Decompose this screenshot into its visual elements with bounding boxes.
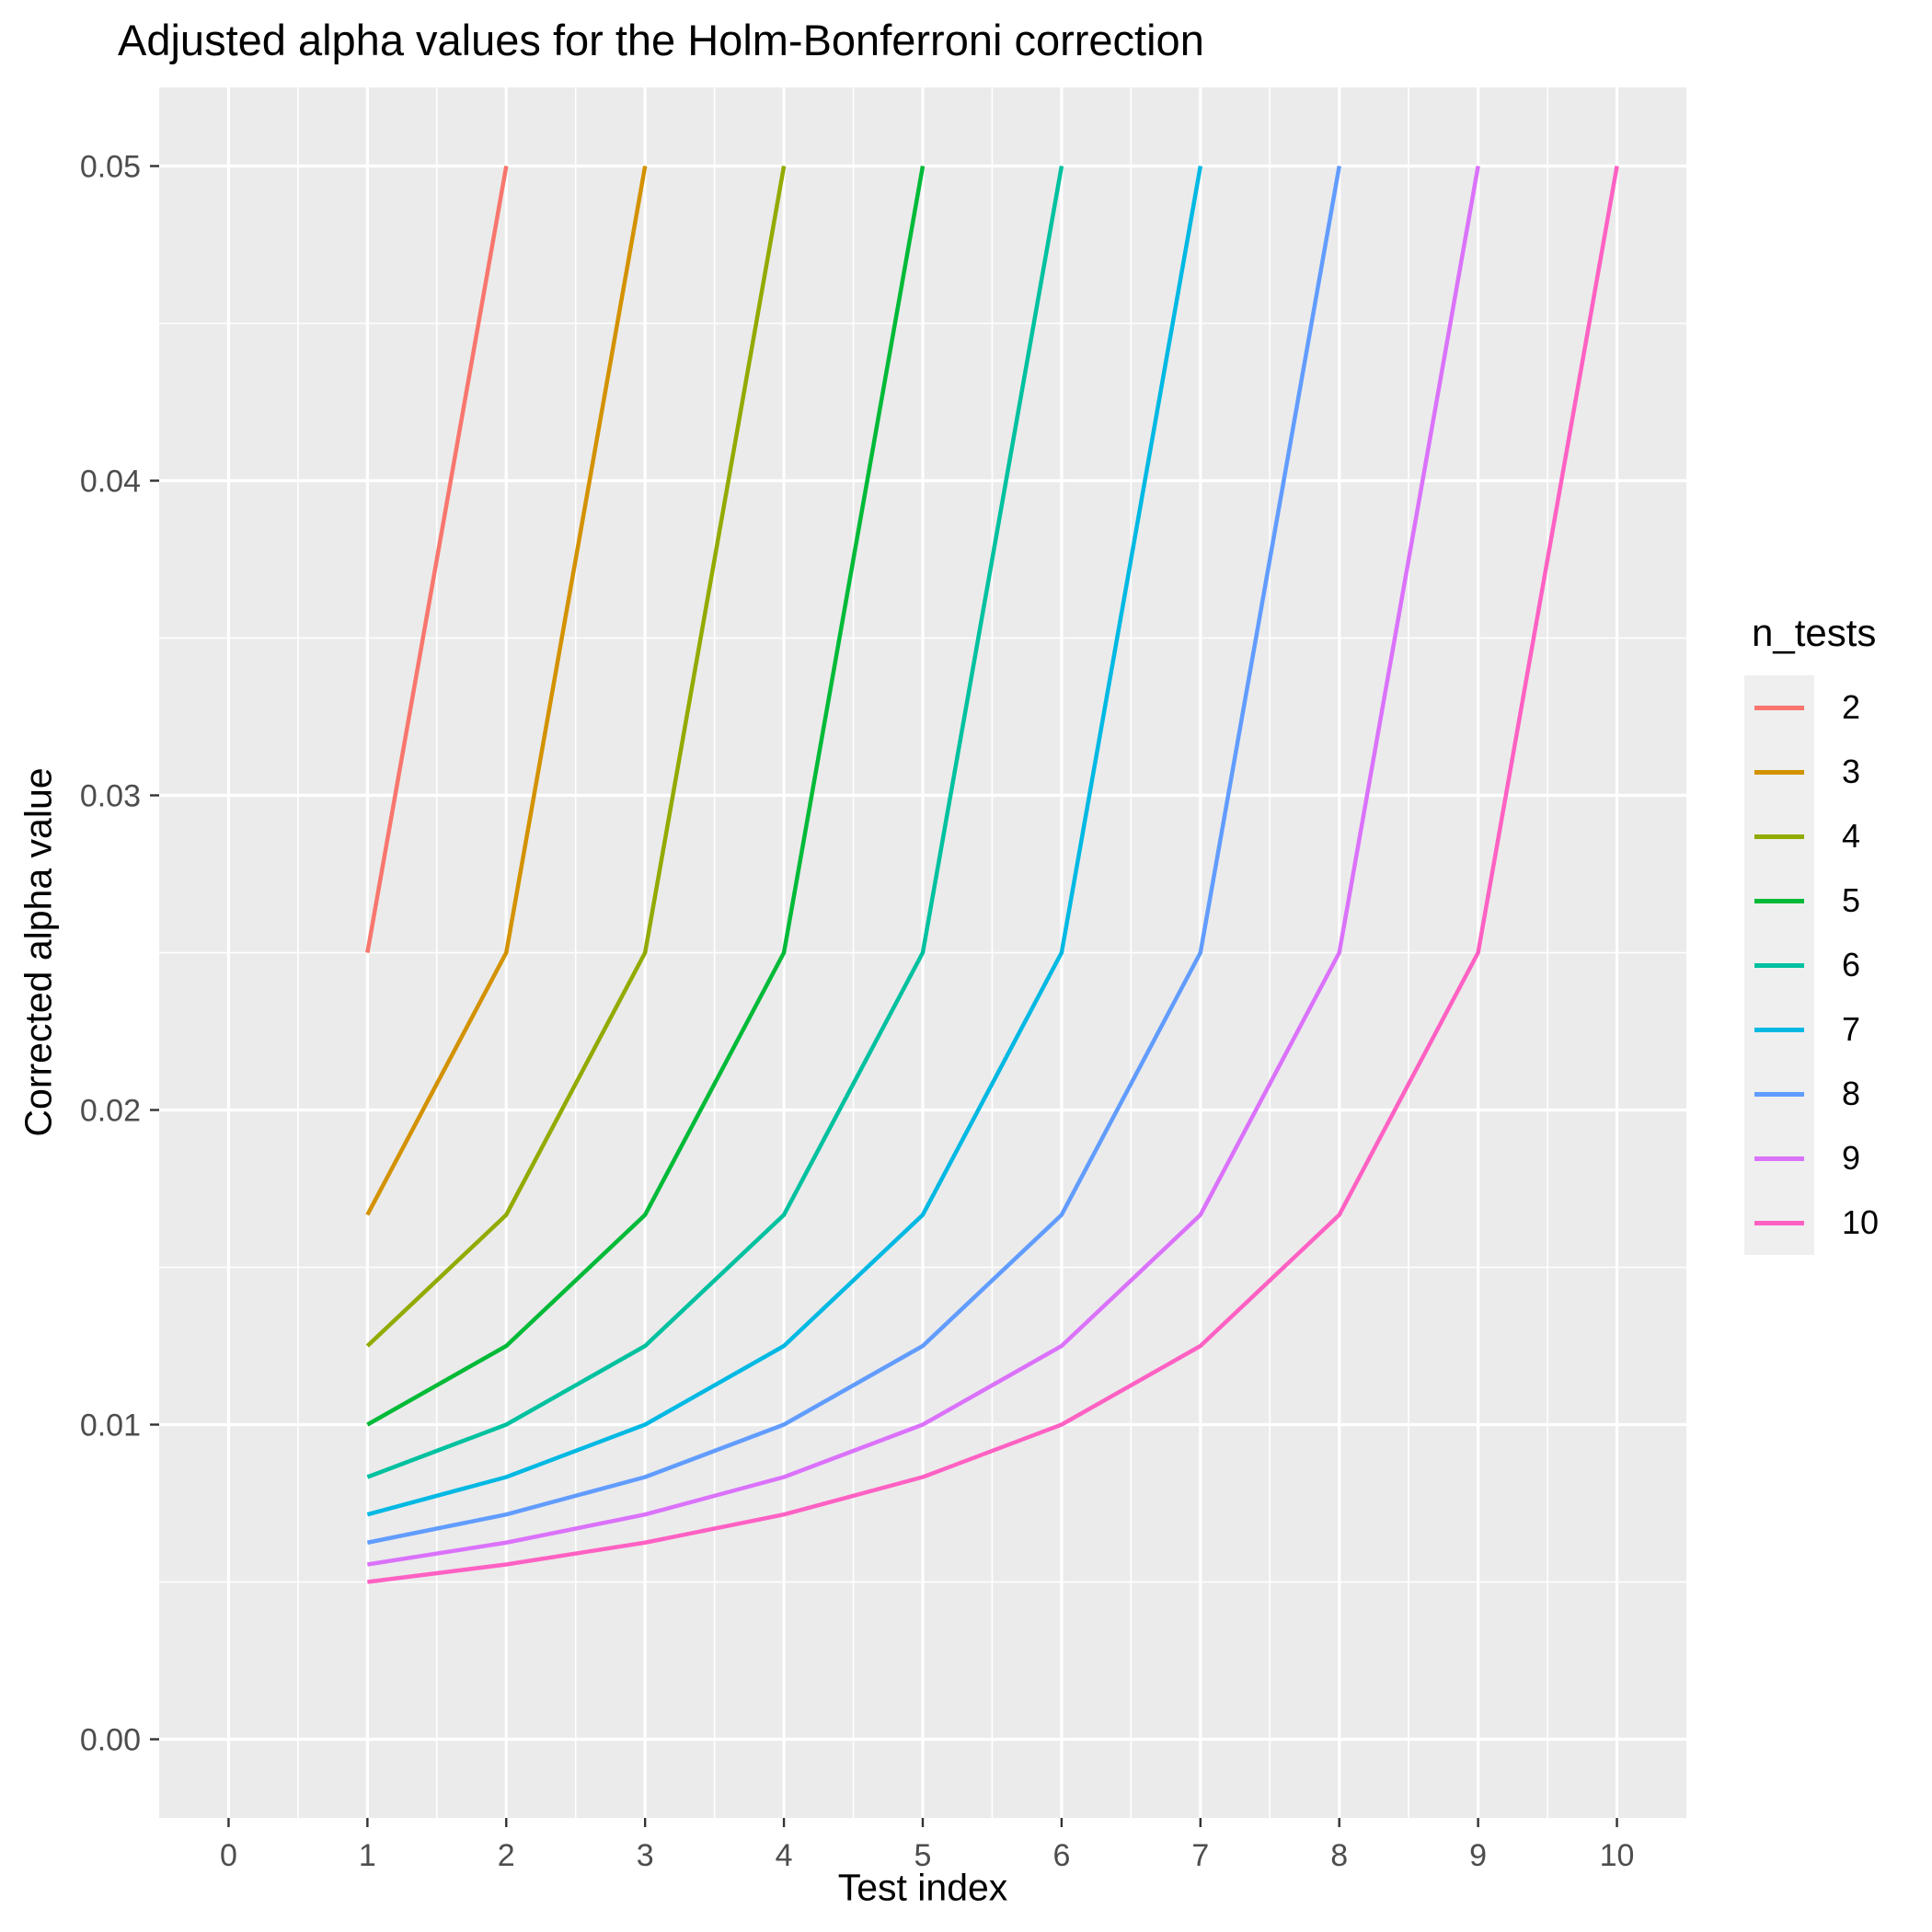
legend-item-5: 5 bbox=[1744, 868, 1879, 933]
series-line-6 bbox=[366, 166, 1064, 1479]
legend-label: 2 bbox=[1842, 688, 1861, 726]
x-tick-label: 4 bbox=[776, 1838, 793, 1873]
legend-swatch-line-icon bbox=[1754, 769, 1804, 775]
legend-label: 8 bbox=[1842, 1075, 1861, 1112]
series-line-5 bbox=[366, 166, 926, 1427]
x-axis-title: Test index bbox=[837, 1866, 1008, 1909]
series-line-2 bbox=[365, 166, 509, 953]
series-line-4 bbox=[365, 166, 787, 1348]
x-tick-label: 9 bbox=[1469, 1838, 1487, 1873]
series-line-8 bbox=[366, 166, 1341, 1545]
legend-key bbox=[1744, 997, 1814, 1062]
legend-item-9: 9 bbox=[1744, 1126, 1879, 1190]
legend-item-4: 4 bbox=[1744, 804, 1879, 868]
legend-label: 3 bbox=[1842, 753, 1861, 790]
legend-label: 4 bbox=[1842, 817, 1861, 855]
legend-key bbox=[1744, 804, 1814, 868]
x-tick-label: 6 bbox=[1052, 1838, 1070, 1873]
legend-swatch-line-icon bbox=[1754, 962, 1804, 968]
legend-key bbox=[1744, 933, 1814, 997]
plot-title: Adjusted alpha values for the Holm-Bonfe… bbox=[118, 16, 1204, 64]
legend-item-3: 3 bbox=[1744, 740, 1879, 804]
y-tick-label: 0.00 bbox=[80, 1723, 141, 1758]
legend-label: 7 bbox=[1842, 1010, 1861, 1048]
y-axis-title: Corrected alpha value bbox=[17, 767, 60, 1137]
legend-key bbox=[1744, 1190, 1814, 1255]
x-tick-label: 8 bbox=[1330, 1838, 1348, 1873]
y-tick-label: 0.03 bbox=[80, 779, 141, 814]
x-tick-label: 5 bbox=[914, 1838, 932, 1873]
legend-title: n_tests bbox=[1752, 611, 1877, 654]
series-line-10 bbox=[367, 166, 1619, 1584]
y-tick-label: 0.01 bbox=[80, 1409, 141, 1443]
x-tick-label: 3 bbox=[637, 1838, 654, 1873]
y-tick-label: 0.04 bbox=[80, 465, 141, 500]
legend-item-2: 2 bbox=[1744, 675, 1879, 740]
legend-items: 2 3 4 5 6 7 8 9 10 bbox=[1744, 675, 1879, 1255]
legend-swatch-line-icon bbox=[1754, 1220, 1804, 1225]
legend-key bbox=[1744, 1062, 1814, 1126]
legend-swatch-line-icon bbox=[1754, 1027, 1804, 1032]
y-tick-label: 0.05 bbox=[80, 150, 141, 185]
legend-swatch-line-icon bbox=[1754, 898, 1804, 903]
legend: n_tests 2 3 4 5 6 7 8 9 10 bbox=[1744, 611, 1879, 1255]
x-tick-label: 0 bbox=[220, 1838, 237, 1873]
legend-swatch-line-icon bbox=[1754, 1091, 1804, 1097]
legend-swatch-line-icon bbox=[1754, 834, 1804, 839]
x-tick-label: 1 bbox=[359, 1838, 376, 1873]
legend-swatch-line-icon bbox=[1754, 1156, 1804, 1161]
legend-key bbox=[1744, 740, 1814, 804]
legend-label: 9 bbox=[1842, 1139, 1861, 1177]
legend-label: 10 bbox=[1842, 1203, 1880, 1241]
legend-item-10: 10 bbox=[1744, 1190, 1879, 1255]
legend-key bbox=[1744, 1126, 1814, 1190]
legend-item-8: 8 bbox=[1744, 1062, 1879, 1126]
legend-key bbox=[1744, 868, 1814, 933]
series-line-7 bbox=[366, 166, 1203, 1517]
legend-item-6: 6 bbox=[1744, 933, 1879, 997]
series-line-3 bbox=[365, 166, 648, 1216]
legend-key bbox=[1744, 675, 1814, 740]
legend-label: 6 bbox=[1842, 946, 1861, 983]
legend-swatch-line-icon bbox=[1754, 705, 1804, 710]
legend-label: 5 bbox=[1842, 881, 1861, 919]
x-tick-label: 7 bbox=[1191, 1838, 1209, 1873]
x-tick-label: 10 bbox=[1600, 1838, 1635, 1873]
y-tick-label: 0.02 bbox=[80, 1094, 141, 1129]
x-tick-label: 2 bbox=[498, 1838, 515, 1873]
legend-item-7: 7 bbox=[1744, 997, 1879, 1062]
series-line-9 bbox=[367, 166, 1480, 1567]
